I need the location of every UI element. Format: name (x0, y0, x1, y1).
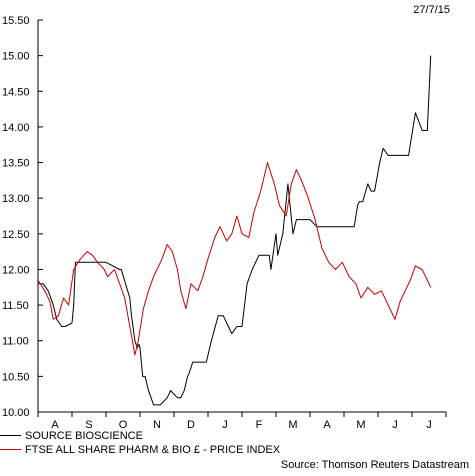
y-tick-label: 12.50 (2, 229, 30, 241)
y-tick-label: 13.00 (2, 193, 30, 205)
x-tick-label: J (392, 419, 398, 430)
y-tick-label: 11.00 (2, 336, 29, 348)
legend-swatch-series-1 (0, 435, 21, 436)
y-tick-label: 13.50 (2, 158, 30, 170)
source-note: Source: Thomson Reuters Datastream (280, 459, 469, 471)
chart-axes: 10.00 10.50 11.00 11.50 12.00 12.50 13.00 13.50… (2, 15, 447, 430)
chart-series (37, 55, 432, 406)
x-tick-label: D (187, 419, 195, 430)
x-tick-label: M (356, 419, 365, 430)
legend-label-series-2: FTSE ALL SHARE PHARM & BIO £ - PRICE IND… (25, 444, 281, 456)
y-tick-label: 10.00 (2, 407, 30, 419)
x-tick-label: A (51, 419, 59, 430)
y-tick-label: 10.50 (2, 371, 30, 383)
y-tick-label: 14.50 (2, 86, 30, 98)
series-line-1 (38, 55, 432, 406)
x-tick-label: S (85, 419, 92, 430)
x-tick-label: J (426, 419, 432, 430)
y-tick-label: 11.50 (2, 300, 29, 312)
legend-swatch-series-2 (0, 449, 21, 450)
x-tick-label: J (222, 419, 228, 430)
series-line-2 (37, 162, 432, 356)
line-chart: 10.00 10.50 11.00 11.50 12.00 12.50 13.00 13.50… (2, 15, 447, 430)
date-label: 27/7/15 (413, 4, 450, 16)
legend-label-series-1: SOURCE BIOSCIENCE (25, 430, 143, 442)
y-tick-label: 14.00 (2, 122, 30, 134)
x-tick-label: M (288, 419, 297, 430)
x-tick-label: N (153, 419, 161, 430)
y-tick-label: 12.00 (2, 264, 30, 276)
x-tick-label: F (256, 419, 263, 430)
y-tick-label: 15.00 (2, 51, 30, 63)
x-tick-label: O (119, 419, 128, 430)
y-tick-label: 15.50 (2, 15, 30, 27)
x-tick-label: A (323, 419, 331, 430)
